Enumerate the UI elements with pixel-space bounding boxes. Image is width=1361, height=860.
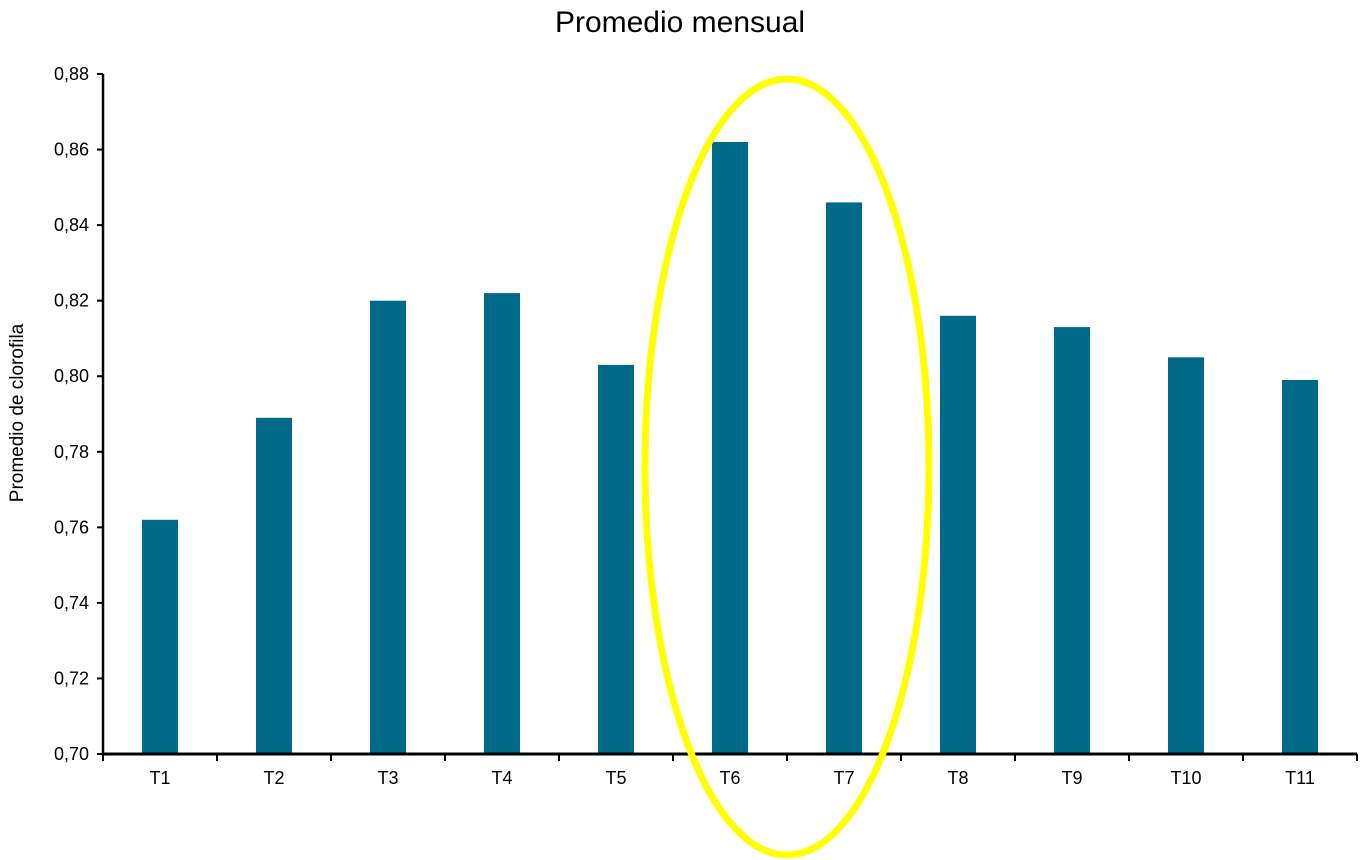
y-axis-label: Promedio de clorofila: [7, 323, 28, 502]
y-tick-label: 0,80: [54, 366, 89, 386]
x-tick-label: T7: [833, 768, 854, 788]
y-tick-label: 0,74: [54, 593, 89, 613]
bar-t8: [940, 315, 976, 754]
x-tick-label: T11: [1285, 768, 1315, 788]
x-tick-label: T1: [149, 768, 170, 788]
x-tick-label: T3: [377, 768, 398, 788]
bar-t2: [256, 417, 292, 754]
x-tick-label: T4: [491, 768, 512, 788]
x-tick-label: T10: [1170, 768, 1201, 788]
bars: [142, 142, 1318, 754]
y-ticks: 0,70 0,72 0,74 0,76 0,78 0,80 0,82 0,84 0,86 0,88: [54, 64, 103, 764]
x-tick-label: T6: [719, 768, 740, 788]
bar-t6: [712, 142, 748, 754]
x-ticks: T1 T2 T3 T4 T5 T6 T7 T8 T9 T10 T11: [102, 754, 1358, 788]
y-tick-label: 0,78: [54, 442, 89, 462]
y-tick-label: 0,70: [54, 744, 89, 764]
bar-t7: [826, 202, 862, 754]
bar-t9: [1054, 327, 1090, 754]
y-tick-label: 0,88: [54, 64, 89, 84]
chart-title: Promedio mensual: [555, 6, 805, 39]
x-tick-label: T2: [263, 768, 284, 788]
x-tick-label: T9: [1061, 768, 1082, 788]
bar-t11: [1282, 380, 1318, 754]
y-tick-label: 0,82: [54, 291, 89, 311]
y-tick-label: 0,86: [54, 140, 89, 160]
bar-t1: [142, 519, 178, 754]
y-tick-label: 0,72: [54, 668, 89, 688]
x-tick-label: T5: [605, 768, 626, 788]
bar-t4: [484, 293, 520, 754]
bar-t5: [598, 364, 634, 754]
x-tick-label: T8: [947, 768, 968, 788]
y-tick-label: 0,84: [54, 215, 89, 235]
bar-t3: [370, 300, 406, 754]
y-tick-label: 0,76: [54, 517, 89, 537]
bar-t10: [1168, 357, 1204, 754]
highlight-ellipse: [641, 75, 933, 859]
